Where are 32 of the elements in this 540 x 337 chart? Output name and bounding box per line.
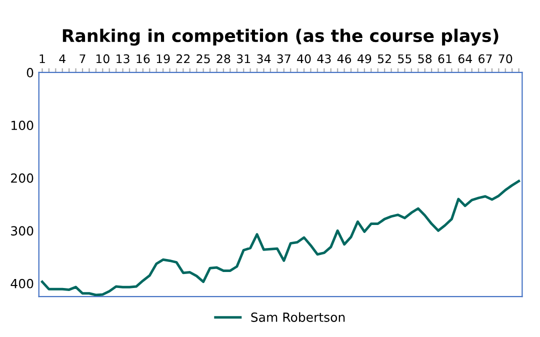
chart-title: Ranking in competition (as the course plays) xyxy=(62,28,498,46)
legend-label: Sam Robertson xyxy=(251,312,345,322)
x-tick-label: 46 xyxy=(337,54,352,64)
line-series xyxy=(40,180,520,296)
x-tick-label: 25 xyxy=(196,54,210,64)
x-tick-label: 7 xyxy=(80,54,86,64)
x-tick-label: 1 xyxy=(40,54,45,64)
x-tick-label: 13 xyxy=(116,54,130,64)
x-tick-label: 55 xyxy=(398,54,412,64)
x-tick-label: 52 xyxy=(378,54,391,64)
y-tick-label: 200 xyxy=(11,173,34,183)
x-tick-label: 70 xyxy=(498,54,512,64)
x-tick-label: 64 xyxy=(458,54,472,64)
x-tick-label: 19 xyxy=(156,54,170,64)
x-tick-label: 16 xyxy=(136,54,150,64)
x-tick-label: 4 xyxy=(59,54,66,64)
x-tick-label: 22 xyxy=(176,54,190,64)
x-tick-label: 67 xyxy=(478,54,492,64)
x-tick-label: 37 xyxy=(277,54,290,64)
x-tick-label: 58 xyxy=(418,54,432,64)
x-tick-label: 34 xyxy=(257,54,271,64)
x-tick-label: 49 xyxy=(358,54,372,64)
x-tick-label: 40 xyxy=(297,54,311,64)
x-tick-label: 61 xyxy=(438,54,452,64)
x-tick-label: 31 xyxy=(237,54,250,64)
y-tick-label: 100 xyxy=(12,120,34,130)
x-tick-label: 28 xyxy=(216,54,230,64)
y-tick-label: 300 xyxy=(11,226,34,236)
y-tick-label: 400 xyxy=(10,278,34,288)
x-tick-label: 10 xyxy=(96,54,110,64)
x-tick-label: 43 xyxy=(317,54,331,64)
y-tick-label: 0 xyxy=(26,68,34,78)
